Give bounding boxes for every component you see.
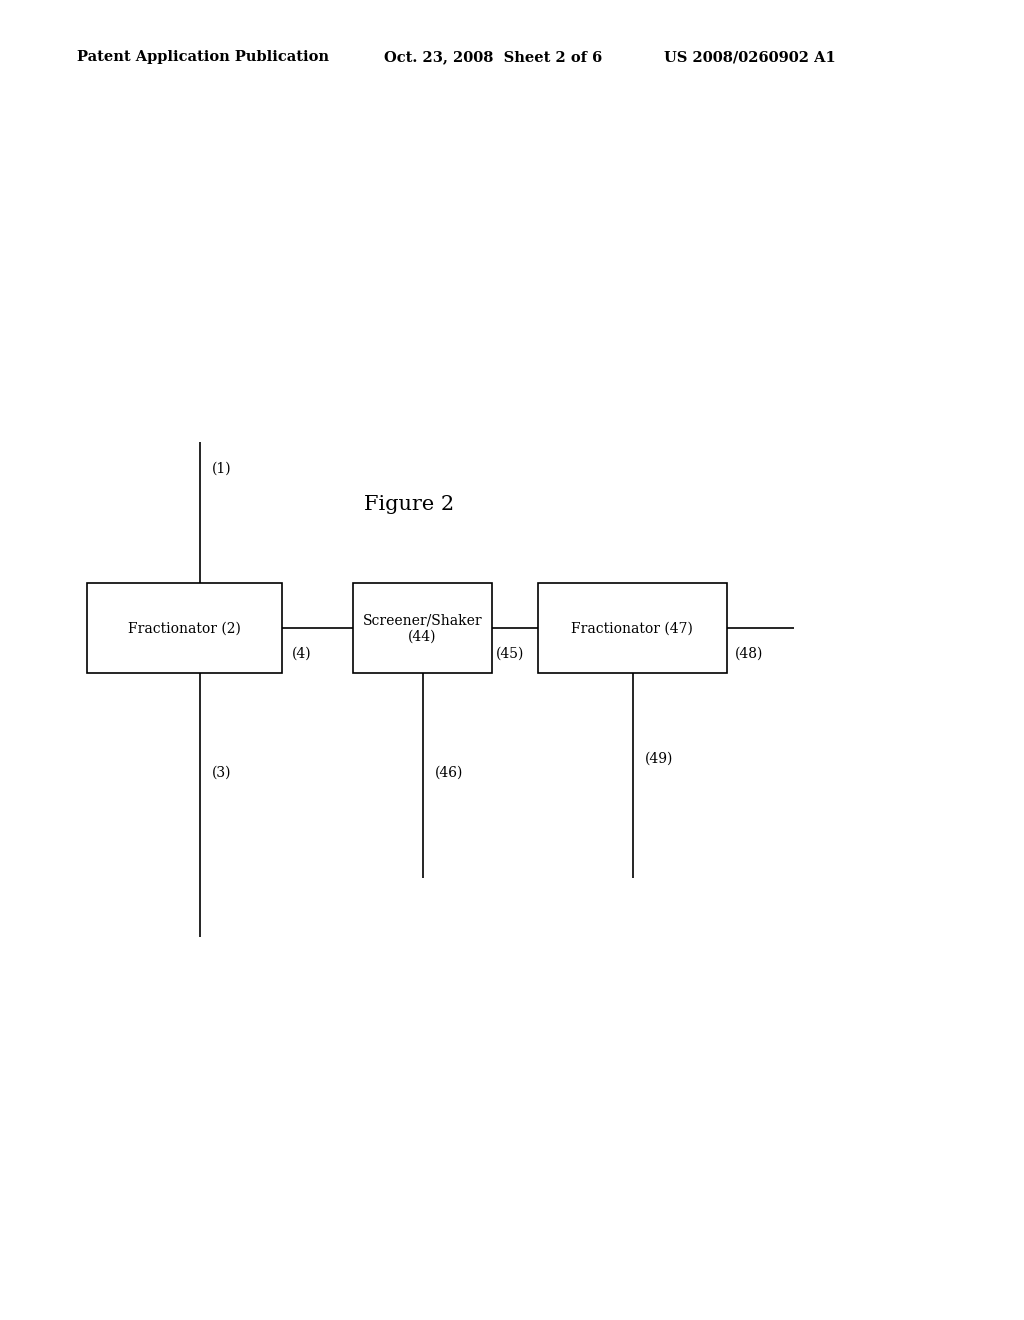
Text: Patent Application Publication: Patent Application Publication (77, 50, 329, 65)
Text: (3): (3) (212, 766, 231, 779)
Text: (49): (49) (645, 752, 674, 766)
Text: Fractionator (47): Fractionator (47) (571, 622, 693, 635)
Text: Fractionator (2): Fractionator (2) (128, 622, 241, 635)
Text: (4): (4) (292, 647, 311, 660)
Text: Screener/Shaker
(44): Screener/Shaker (44) (362, 614, 482, 643)
Bar (87, 583, 282, 673)
Bar (353, 583, 492, 673)
Text: Figure 2: Figure 2 (364, 495, 454, 513)
Text: Oct. 23, 2008  Sheet 2 of 6: Oct. 23, 2008 Sheet 2 of 6 (384, 50, 602, 65)
Text: (46): (46) (435, 766, 464, 779)
Text: US 2008/0260902 A1: US 2008/0260902 A1 (664, 50, 836, 65)
Text: (48): (48) (735, 647, 764, 660)
Text: (1): (1) (212, 462, 231, 475)
Text: (45): (45) (496, 647, 524, 660)
Bar (538, 583, 727, 673)
